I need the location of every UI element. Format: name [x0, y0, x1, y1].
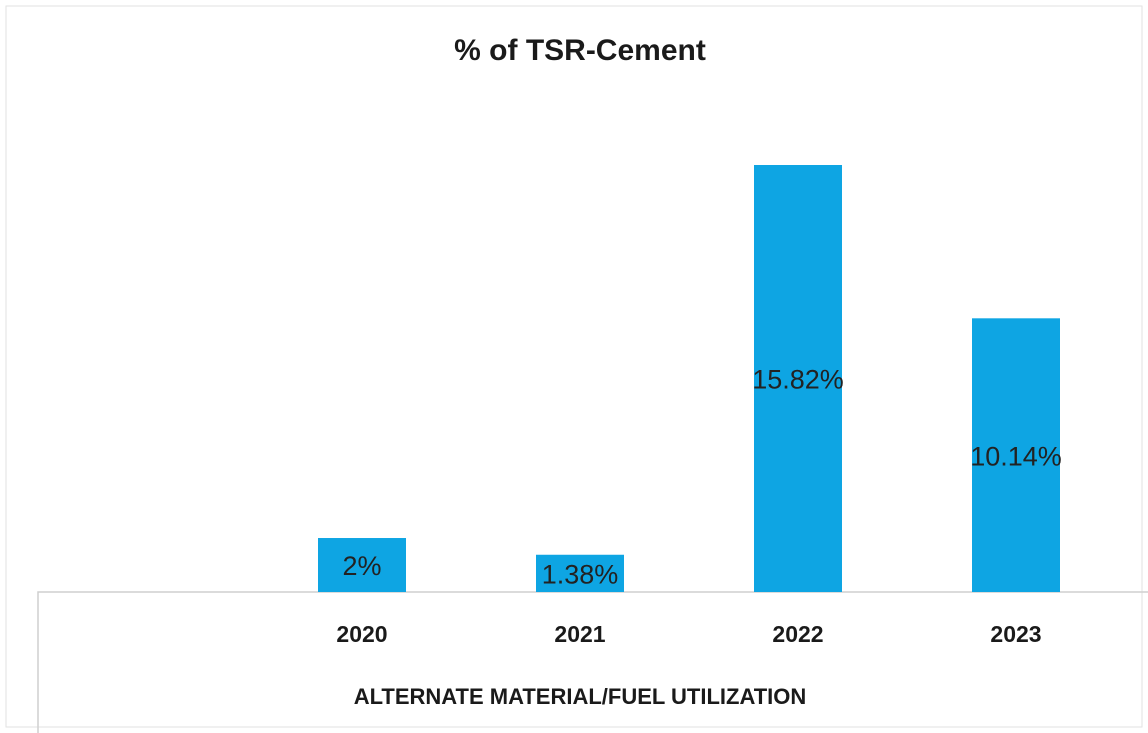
chart-frame — [5, 5, 1143, 728]
x-tick-label: 2023 — [990, 621, 1041, 647]
x-tick-label: 2021 — [554, 621, 605, 647]
x-tick-label: 2020 — [336, 621, 387, 647]
value-label: 15.82% — [752, 365, 844, 395]
bar — [972, 318, 1060, 592]
x-tick-label: 2022 — [772, 621, 823, 647]
chart-title: % of TSR-Cement — [454, 34, 706, 67]
value-label: 1.38% — [542, 560, 619, 590]
axis-box — [37, 591, 1148, 733]
bar — [318, 538, 406, 592]
value-label: 10.14% — [970, 441, 1062, 471]
x-axis-title: ALTERNATE MATERIAL/FUEL UTILIZATION — [354, 684, 807, 709]
value-label: 2% — [342, 551, 381, 581]
bar — [754, 165, 842, 592]
bar — [536, 554, 624, 592]
